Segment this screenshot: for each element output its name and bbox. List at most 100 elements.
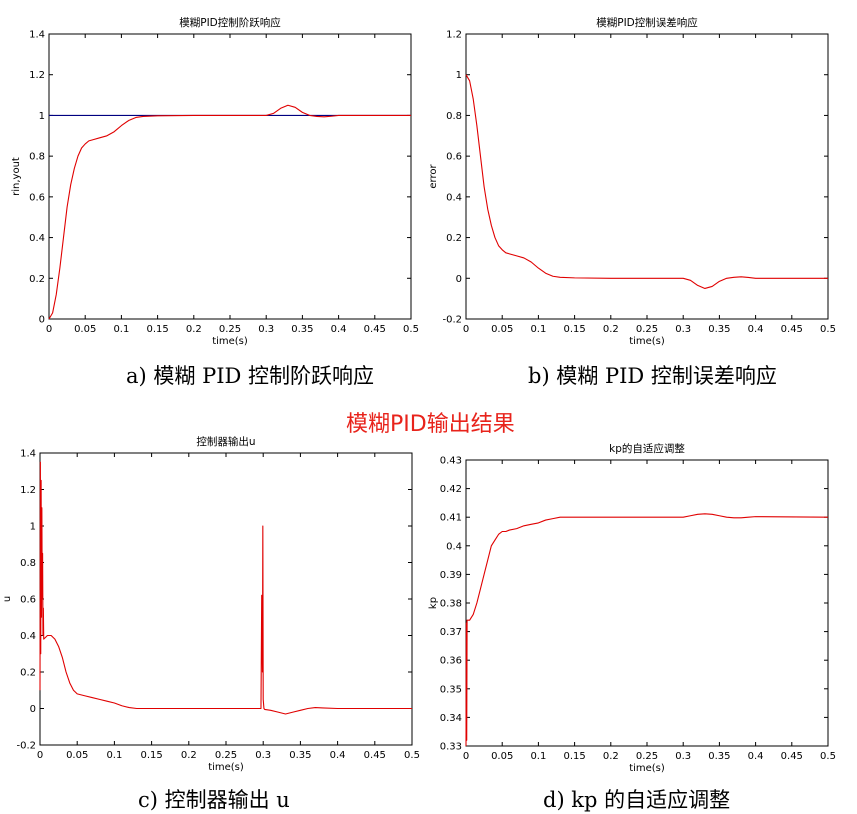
x-tick-label: 0.1: [106, 750, 122, 761]
y-tick-label: 0.38: [440, 599, 462, 610]
x-tick-label: 0.3: [255, 750, 271, 761]
y-tick-label: 0.4: [20, 631, 36, 642]
plot-frame: [39, 452, 413, 746]
x-tick-label: 0.4: [748, 324, 764, 335]
y-tick-label: 0.37: [440, 627, 462, 638]
y-tick-label: 0.8: [20, 558, 36, 569]
y-tick-label: 0.6: [20, 595, 36, 606]
y-tick-label: 0.36: [440, 656, 462, 667]
y-tick-label: 1: [39, 111, 45, 122]
x-tick-label: 0.05: [491, 324, 513, 335]
y-tick-label: 1.4: [20, 449, 36, 460]
x-tick-label: 0: [46, 324, 52, 335]
y-tick-label: 0.41: [440, 513, 462, 524]
caption-c: c) 控制器输出 u: [138, 788, 290, 812]
y-tick-label: 1: [30, 522, 36, 533]
chart-3: 0 0.05 0.1 0.15 0.2 0.25 0.3 0.35 0.4 0.45 0.5 0.33…: [428, 442, 836, 774]
chart-1: 0 0.05 0.1 0.15 0.2 0.25 0.3 0.35 0.4 0.45 0.5 -0.2…: [428, 16, 836, 347]
y-tick-label: 0.8: [29, 152, 45, 163]
x-tick-label: 0.15: [146, 324, 168, 335]
chart-title: kp的自适应调整: [609, 442, 685, 455]
x-tick-label: 0.5: [820, 751, 836, 762]
y-tick-label: 0.42: [440, 484, 462, 495]
series-line-1: [48, 104, 411, 320]
y-tick-label: 0.2: [446, 233, 462, 244]
x-tick-label: 0.2: [186, 324, 202, 335]
x-tick-label: 0.45: [364, 750, 386, 761]
x-tick-label: 0.5: [820, 324, 836, 335]
x-tick-label: 0.4: [330, 750, 346, 761]
series-line-0: [465, 74, 828, 290]
y-tick-label: 0.2: [20, 668, 36, 679]
x-tick-label: 0.15: [140, 750, 162, 761]
x-axis-label: time(s): [629, 336, 665, 347]
y-tick-label: 1.2: [29, 70, 45, 81]
chart-title: 模糊PID控制阶跃响应: [179, 16, 281, 29]
x-tick-label: 0.2: [603, 751, 619, 762]
x-tick-label: 0.45: [781, 324, 803, 335]
y-tick-label: 0.4: [446, 541, 462, 552]
x-tick-label: 0.2: [181, 750, 197, 761]
y-tick-label: 0.8: [446, 111, 462, 122]
y-axis-label: kp: [428, 597, 439, 609]
chart-title: 控制器输出u: [196, 435, 255, 448]
y-tick-label: 0.2: [29, 274, 45, 285]
x-tick-label: 0: [37, 750, 43, 761]
x-tick-label: 0.4: [331, 324, 347, 335]
y-tick-label: 1.2: [20, 485, 36, 496]
y-tick-label: 1.4: [29, 30, 45, 41]
y-tick-label: 0: [39, 315, 45, 326]
x-tick-label: 0.3: [675, 751, 691, 762]
x-tick-label: 0: [463, 751, 469, 762]
x-tick-label: 0.45: [364, 324, 386, 335]
y-tick-label: 0.43: [440, 456, 462, 467]
y-tick-label: 0.34: [440, 713, 462, 724]
plot-frame: [48, 33, 412, 320]
x-tick-label: 0.35: [291, 324, 313, 335]
x-tick-label: 0.05: [491, 751, 513, 762]
x-tick-label: 0.1: [530, 324, 546, 335]
y-tick-label: 0.6: [29, 192, 45, 203]
series-line-0: [465, 513, 829, 747]
plot-frame: [465, 459, 829, 747]
y-tick-label: -0.2: [16, 741, 36, 752]
x-tick-label: 0.05: [74, 324, 96, 335]
x-tick-label: 0.45: [781, 751, 803, 762]
x-tick-label: 0.5: [404, 750, 420, 761]
x-tick-label: 0.25: [219, 324, 241, 335]
x-tick-label: 0.25: [215, 750, 237, 761]
x-tick-label: 0.35: [708, 751, 730, 762]
x-tick-label: 0.1: [113, 324, 129, 335]
x-tick-label: 0.25: [636, 751, 658, 762]
caption-d: d) kp 的自适应调整: [543, 788, 731, 812]
figure-heading: 模糊PID输出结果: [346, 412, 515, 437]
y-tick-label: 1: [456, 70, 462, 81]
y-tick-label: 1.2: [446, 30, 462, 41]
y-tick-label: 0.4: [29, 233, 45, 244]
caption-b: b) 模糊 PID 控制误差响应: [528, 364, 777, 388]
y-tick-label: 0.4: [446, 192, 462, 203]
y-tick-label: 0.33: [440, 742, 462, 753]
x-tick-label: 0.5: [403, 324, 419, 335]
y-tick-label: 0: [30, 704, 36, 715]
x-tick-label: 0.25: [636, 324, 658, 335]
y-axis-label: rin,yout: [11, 157, 22, 196]
x-axis-label: time(s): [212, 336, 248, 347]
plot-frame: [465, 33, 829, 320]
x-axis-label: time(s): [629, 763, 665, 774]
y-axis-label: u: [2, 596, 13, 602]
y-tick-label: 0.39: [440, 570, 462, 581]
caption-a: a) 模糊 PID 控制阶跃响应: [126, 364, 375, 388]
y-tick-label: 0: [456, 274, 462, 285]
x-tick-label: 0: [463, 324, 469, 335]
x-tick-label: 0.35: [708, 324, 730, 335]
x-tick-label: 0.1: [530, 751, 546, 762]
x-tick-label: 0.3: [675, 324, 691, 335]
x-tick-label: 0.35: [289, 750, 311, 761]
y-tick-label: 0.6: [446, 152, 462, 163]
x-tick-label: 0.15: [563, 324, 585, 335]
series-line-0: [39, 461, 412, 715]
x-tick-label: 0.15: [563, 751, 585, 762]
y-axis-label: error: [428, 164, 439, 189]
